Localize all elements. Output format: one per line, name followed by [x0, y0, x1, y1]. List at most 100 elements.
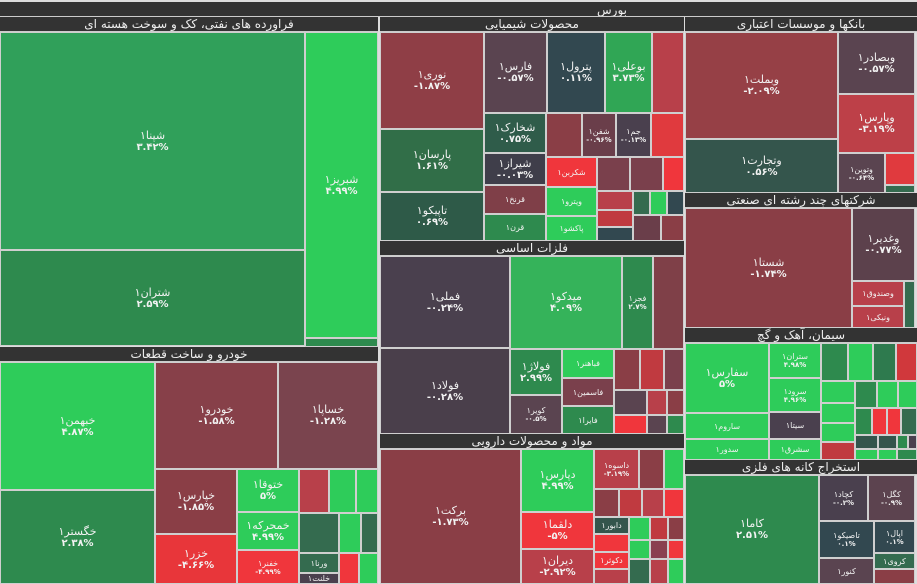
stock-tile-shtran[interactable]: شتران۱ ۲.۵۹%: [0, 250, 305, 346]
stock-tile[interactable]: [668, 559, 684, 584]
stock-tile[interactable]: [855, 435, 878, 449]
sector-header-chem[interactable]: محصولات شیمیایی: [380, 17, 684, 32]
stock-tile-khsapa[interactable]: خساپا۱ -۱.۲۸%: [278, 362, 378, 469]
stock-tile-knor[interactable]: کنور۱: [819, 558, 874, 584]
stock-tile-kholent[interactable]: خلنت۱: [299, 573, 339, 584]
stock-tile-kama[interactable]: کاما۱ ۲.۵۱%: [685, 475, 819, 584]
sector-header-multi[interactable]: شرکتهای چند رشته ای صنعتی: [685, 193, 917, 208]
stock-tile[interactable]: [908, 435, 917, 449]
stock-tile-khtoga[interactable]: ختوقا۱ ۵%: [237, 469, 299, 512]
stock-tile-kroy[interactable]: کروی۱: [874, 553, 915, 569]
stock-tile[interactable]: [898, 381, 917, 408]
stock-tile-fasmin[interactable]: فاسمین۱: [562, 378, 614, 406]
stock-tile-sdor[interactable]: سدور۱: [685, 439, 769, 460]
stock-tile-ssharq[interactable]: سشرق۱: [769, 439, 821, 460]
stock-tile[interactable]: [897, 449, 917, 460]
stock-tile-vsandoq[interactable]: وصندوق۱: [852, 281, 904, 306]
stock-tile[interactable]: [848, 343, 873, 381]
stock-tile[interactable]: [614, 349, 640, 390]
stock-tile[interactable]: [874, 569, 915, 584]
stock-tile[interactable]: [855, 408, 872, 435]
stock-tile-parsan[interactable]: پارسان۱ ۱.۶۱%: [380, 129, 484, 192]
stock-tile-jam[interactable]: جم۱ -۰.۱۳%: [616, 113, 651, 157]
stock-tile-faira[interactable]: فایرا۱: [562, 406, 614, 434]
sector-header-bank[interactable]: بانکها و موسسات اعتباری: [685, 17, 917, 32]
stock-tile[interactable]: [878, 449, 897, 460]
stock-tile-tapiko[interactable]: تاپیکو۱ ۰.۶۹%: [380, 192, 484, 241]
stock-tile[interactable]: [904, 281, 915, 328]
stock-tile[interactable]: [546, 113, 582, 157]
stock-tile[interactable]: [667, 191, 684, 215]
stock-tile-khbahman[interactable]: خبهمن۱ ۴.۸۷%: [0, 362, 155, 490]
stock-tile[interactable]: [664, 489, 684, 517]
stock-tile[interactable]: [633, 215, 661, 241]
stock-tile[interactable]: [667, 415, 684, 434]
stock-tile-petrol[interactable]: پترول۱ ۰.۱۱%: [547, 32, 605, 113]
stock-tile[interactable]: [642, 489, 664, 517]
stock-tile[interactable]: [597, 157, 630, 191]
stock-tile-barkat[interactable]: برکت۱ -۱.۷۳%: [380, 449, 521, 584]
stock-tile[interactable]: [597, 191, 633, 210]
stock-tile[interactable]: [359, 553, 378, 584]
stock-tile-shkarbon[interactable]: شکربن۱: [546, 157, 597, 187]
stock-tile[interactable]: [901, 408, 917, 435]
stock-tile-saroum[interactable]: ساروم۱: [685, 413, 769, 439]
stock-tile[interactable]: [664, 449, 684, 489]
sector-header-cement[interactable]: سیمان، آهک و گچ: [685, 328, 917, 343]
stock-tile-khodro[interactable]: خودرو۱ -۱.۵۸%: [155, 362, 278, 469]
stock-tile-shiraz[interactable]: شیراز۱ -۰.۰۳%: [484, 153, 546, 185]
sector-header-oil[interactable]: فراورده های نفتی، کک و سوخت هسته ای: [0, 17, 378, 32]
stock-tile-khazar[interactable]: خزر۱ -۴.۶۶%: [155, 534, 237, 584]
stock-tile[interactable]: [594, 569, 629, 584]
sector-header-pharma[interactable]: مواد و محصولات دارویی: [380, 434, 684, 449]
stock-tile[interactable]: [339, 513, 361, 553]
stock-tile[interactable]: [821, 442, 855, 460]
stock-tile-khgostar[interactable]: خگستر۱ ۲.۳۸%: [0, 490, 155, 584]
stock-tile-shasta[interactable]: شستا۱ -۱.۷۴%: [685, 208, 852, 328]
stock-tile[interactable]: [663, 157, 684, 191]
stock-tile[interactable]: [650, 540, 668, 559]
sector-header-auto[interactable]: خودرو و ساخت قطعات: [0, 347, 378, 362]
stock-tile[interactable]: [877, 381, 898, 408]
stock-tile-dpars[interactable]: دپارس۱ ۴.۹۹%: [521, 449, 594, 512]
stock-tile[interactable]: [647, 415, 667, 434]
stock-tile[interactable]: [821, 343, 848, 381]
stock-tile[interactable]: [614, 390, 647, 415]
stock-tile[interactable]: [629, 517, 650, 540]
stock-tile-pakshoo[interactable]: پاکشو۱: [546, 216, 597, 241]
stock-tile[interactable]: [299, 469, 329, 513]
stock-tile[interactable]: [614, 415, 647, 434]
stock-tile[interactable]: [821, 381, 855, 403]
stock-tile[interactable]: [896, 343, 917, 381]
stock-tile-vtowin[interactable]: وتوین۱ -۰.۶۴%: [838, 153, 885, 193]
stock-tile-vbsader[interactable]: وبصادر۱ -۰.۵۷%: [838, 32, 915, 94]
stock-tile[interactable]: [597, 210, 633, 227]
stock-tile-verna[interactable]: ورنا۱: [299, 553, 339, 573]
stock-tile-fajr[interactable]: فجر۱ ۲.۷%: [622, 256, 653, 349]
stock-tile[interactable]: [630, 157, 663, 191]
stock-tile[interactable]: [639, 449, 664, 489]
stock-tile[interactable]: [619, 489, 642, 517]
stock-tile-kgol[interactable]: کگل۱ -۰.۹%: [868, 475, 915, 521]
stock-tile-midko[interactable]: میدکو۱ ۴.۰۹%: [510, 256, 622, 349]
stock-tile-diran[interactable]: دیران۱ -۲.۹۲%: [521, 549, 594, 584]
stock-tile-sfars[interactable]: سفارس۱ ۵%: [685, 343, 769, 413]
stock-tile[interactable]: [653, 256, 684, 349]
stock-tile[interactable]: [872, 408, 887, 435]
stock-tile-kavir[interactable]: کویر۱ -۰.۵%: [510, 395, 562, 434]
stock-tile[interactable]: [629, 559, 650, 584]
stock-tile-foolad[interactable]: فولاد۱ -۰.۲۸%: [380, 348, 510, 434]
stock-tile[interactable]: [664, 349, 684, 390]
sector-header-metal[interactable]: فلزات اساسی: [380, 241, 684, 256]
stock-tile[interactable]: [668, 540, 684, 559]
stock-tile-dasve[interactable]: داسوه۱ -۳.۱۹%: [594, 449, 639, 489]
stock-tile[interactable]: [821, 423, 855, 442]
stock-tile-kchad[interactable]: کچاد۱ -۰.۲%: [819, 475, 868, 521]
stock-tile[interactable]: [629, 540, 650, 559]
stock-tile[interactable]: [652, 32, 684, 113]
stock-tile[interactable]: [633, 191, 650, 215]
stock-tile[interactable]: [855, 381, 877, 408]
stock-tile[interactable]: [821, 403, 855, 423]
stock-tile-noori[interactable]: نوری۱ -۱.۸۷%: [380, 32, 484, 129]
stock-tile-shbriz[interactable]: شبریز۱ ۴.۹۹%: [305, 32, 378, 338]
